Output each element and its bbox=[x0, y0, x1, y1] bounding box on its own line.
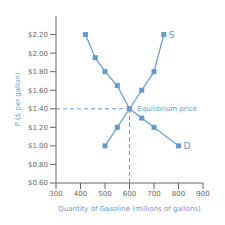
svg-text:$0.80: $0.80 bbox=[28, 161, 48, 169]
svg-text:$1.60: $1.60 bbox=[28, 87, 48, 95]
svg-text:$2.00: $2.00 bbox=[28, 50, 48, 58]
svg-text:800: 800 bbox=[172, 190, 185, 198]
svg-text:$1.20: $1.20 bbox=[28, 124, 48, 132]
svg-text:P ($ per gallon): P ($ per gallon) bbox=[14, 72, 22, 126]
svg-text:500: 500 bbox=[98, 190, 111, 198]
svg-text:$0.60: $0.60 bbox=[28, 179, 48, 187]
svg-text:Equilibrium price: Equilibrium price bbox=[138, 105, 197, 113]
svg-text:$1.80: $1.80 bbox=[28, 68, 48, 76]
svg-text:$1.00: $1.00 bbox=[28, 142, 48, 150]
svg-text:$2.20: $2.20 bbox=[28, 31, 48, 39]
svg-text:S: S bbox=[169, 30, 175, 40]
svg-text:$1.40: $1.40 bbox=[28, 105, 48, 113]
svg-text:400: 400 bbox=[74, 190, 87, 198]
svg-text:300: 300 bbox=[49, 190, 62, 198]
svg-text:D: D bbox=[184, 141, 191, 151]
svg-text:600: 600 bbox=[123, 190, 136, 198]
svg-text:700: 700 bbox=[147, 190, 160, 198]
svg-text:Quantity of Gasoline (millions: Quantity of Gasoline (millions of gallon… bbox=[58, 205, 201, 213]
svg-text:900: 900 bbox=[196, 190, 209, 198]
